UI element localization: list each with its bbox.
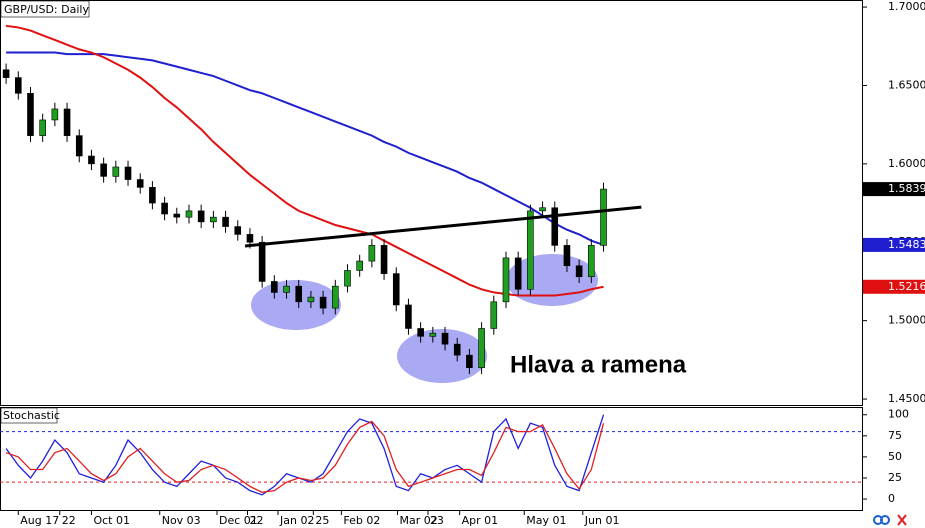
x-tick-label: Oct 01 (93, 514, 130, 527)
x-tick-label: Feb 02 (343, 514, 380, 527)
candle-body (429, 332, 437, 337)
price-tag-label: 1.5483 (888, 238, 925, 251)
candle-body (588, 245, 595, 278)
candle-body (405, 304, 412, 329)
candle-body (319, 296, 327, 309)
candle-body (307, 296, 315, 303)
candle-body (551, 207, 559, 246)
y-tick-label: 50 (888, 450, 902, 463)
x-tick-label: Mar 02 (399, 514, 437, 527)
stochastic-line (5, 420, 605, 493)
x-tick-label: May 01 (526, 514, 566, 527)
candle-body (380, 245, 388, 274)
toolbar-icons[interactable] (873, 514, 907, 526)
y-tick-label: 25 (888, 471, 902, 484)
y-tick-label: 1.6500 (888, 78, 925, 91)
y-tick-label: 100 (888, 408, 909, 421)
candle-body (100, 163, 107, 177)
price-tag (863, 182, 925, 197)
x-tick-label: Dec 01 (219, 514, 258, 527)
candle-body (88, 155, 95, 165)
candle-body (478, 328, 485, 368)
stochastic-panel (0, 407, 863, 511)
price-tag (863, 279, 925, 294)
candle-body (417, 328, 424, 337)
candle-body (600, 188, 607, 246)
x-tick-label: Apr 01 (462, 514, 499, 527)
y-tick-label: 1.7000 (888, 0, 925, 13)
candle-body (441, 332, 449, 345)
x-tick-label: Aug 17 (20, 514, 59, 527)
candle-body (527, 210, 534, 290)
x-tick-label: Jan 02 (279, 514, 314, 527)
candle-body (490, 301, 498, 329)
title-box (0, 0, 90, 18)
candle-body (563, 245, 571, 267)
candle-body (112, 166, 120, 177)
candle-body (575, 265, 583, 278)
candle-body (234, 226, 242, 235)
x-tick-label: 25 (315, 514, 329, 527)
candle-body (75, 135, 83, 157)
candle-body (271, 281, 278, 293)
y-tick-label: 1.6000 (888, 157, 925, 170)
neckline (244, 205, 642, 248)
candle-body (246, 234, 254, 243)
candle-body (539, 207, 546, 212)
candle-body (51, 108, 59, 121)
candle-body (39, 119, 46, 136)
candle-body (283, 285, 290, 293)
title-box (0, 407, 58, 424)
candle-body (136, 179, 144, 188)
candle-body (185, 210, 193, 218)
candle-body (173, 213, 181, 218)
close-icon[interactable] (897, 514, 907, 526)
y-tick-label: 75 (888, 429, 902, 442)
price-tag-label: 1.5216 (888, 280, 925, 293)
candle-body (222, 216, 229, 227)
candle-body (63, 108, 71, 136)
price-tag-label: 1.5839 (888, 182, 925, 195)
x-tick-label: 22 (62, 514, 76, 527)
x-tick-label: 23 (430, 514, 444, 527)
candle-body (124, 166, 132, 180)
candle-body (392, 273, 400, 306)
head-highlight (397, 329, 487, 383)
candle-body (344, 270, 351, 287)
link-icon[interactable] (880, 515, 890, 525)
x-tick-label: Nov 03 (162, 514, 201, 527)
x-tick-label: Jun 01 (584, 514, 620, 527)
candle-body (27, 92, 34, 136)
candle-body (356, 260, 363, 271)
chart-title: GBP/USD: Daily (4, 3, 89, 16)
candle-body (210, 216, 217, 223)
candle-body (258, 241, 266, 282)
price-tag (863, 237, 925, 252)
y-tick-label: 0 (888, 492, 895, 505)
candle-body (502, 257, 510, 303)
candle-body (2, 69, 10, 78)
moving-average (6, 51, 604, 246)
x-tick-label: 22 (250, 514, 264, 527)
annotation: Hlava a ramena (510, 351, 687, 378)
candle-body (161, 202, 168, 215)
y-tick-label: 1.4500 (888, 392, 925, 405)
candle-body (14, 77, 22, 94)
indicator-title: Stochastic (3, 409, 60, 422)
candle-body (197, 210, 205, 223)
candle-body (453, 343, 461, 356)
candle-body (466, 354, 473, 368)
candle-body (149, 187, 156, 204)
candle-body (514, 257, 522, 290)
candle-body (295, 285, 303, 303)
y-tick-label: 1.5000 (888, 314, 925, 327)
candle-body (331, 285, 339, 309)
candle-body (368, 245, 376, 262)
